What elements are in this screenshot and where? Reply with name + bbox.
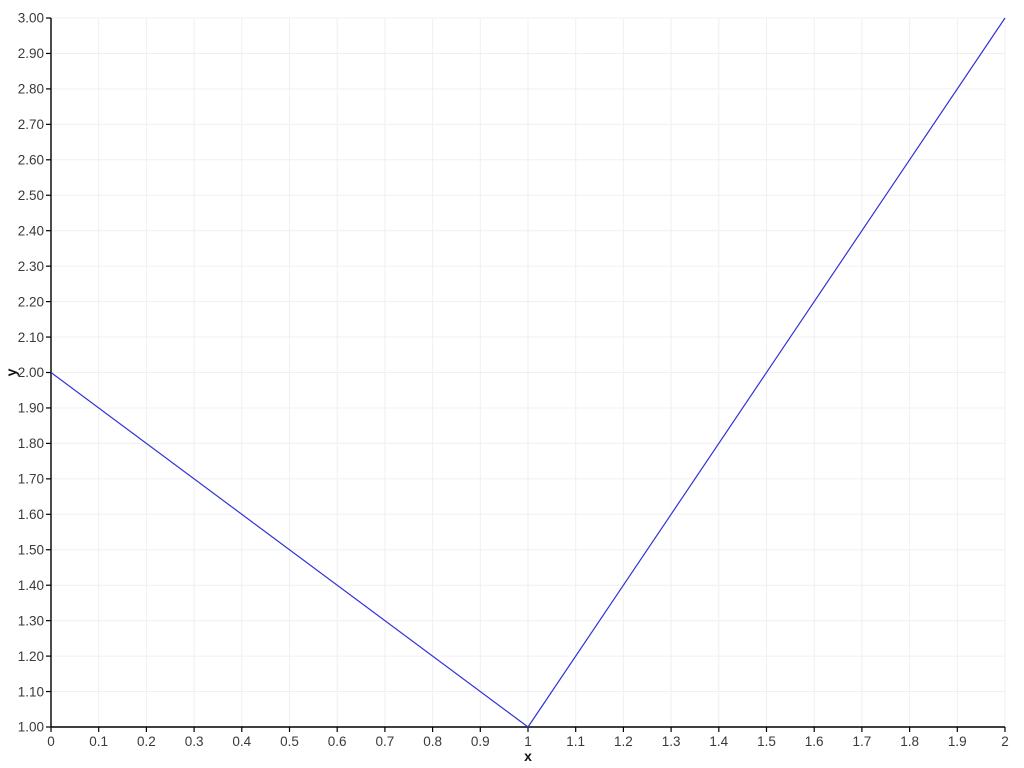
y-tick-label: 2.20 [18,294,44,309]
y-tick-label: 1.50 [18,542,44,557]
y-tick-label: 1.80 [18,436,44,451]
x-tick-label: 1.4 [709,734,728,749]
y-tick-label: 2.40 [18,223,44,238]
x-tick-label: 0.2 [137,734,156,749]
y-tick-label: 1.30 [18,613,44,628]
y-tick-label: 2.90 [18,46,44,61]
x-tick-label: 0.9 [471,734,490,749]
y-axis-label: y [3,368,19,376]
x-axis-label: x [524,748,532,764]
x-tick-label: 1 [524,734,532,749]
x-tick-label: 1.8 [900,734,919,749]
y-tick-label: 2.30 [18,259,44,274]
y-tick-label: 1.20 [18,649,44,664]
y-tick-label: 1.60 [18,507,44,522]
y-tick-label: 2.00 [18,365,44,380]
x-tick-label: 0.6 [328,734,347,749]
y-tick-label: 1.70 [18,472,44,487]
y-tick-label: 2.50 [18,188,44,203]
x-tick-label: 0.1 [89,734,108,749]
y-tick-label: 2.10 [18,330,44,345]
y-tick-label: 1.40 [18,578,44,593]
data-line [50,17,1006,728]
y-tick-label: 1.10 [18,684,44,699]
x-tick-label: 1.1 [566,734,585,749]
y-tick-label: 2.70 [18,117,44,132]
y-tick-label: 2.80 [18,82,44,97]
x-tick-label: 0.5 [280,734,299,749]
x-tick-label: 0.3 [185,734,204,749]
x-tick-label: 1.5 [757,734,776,749]
x-tick-label: 0 [47,734,55,749]
x-tick-label: 0.8 [423,734,442,749]
x-tick-label: 1.6 [805,734,824,749]
x-tick-label: 0.7 [376,734,395,749]
x-tick-label: 1.9 [948,734,967,749]
x-tick-label: 2 [1001,734,1009,749]
y-tick-label: 2.60 [18,153,44,168]
x-tick-label: 0.4 [232,734,251,749]
x-tick-label: 1.7 [853,734,872,749]
y-tick-label: 1.90 [18,401,44,416]
y-tick-label: 1.00 [18,720,44,735]
x-tick-label: 1.3 [662,734,681,749]
y-tick-label: 3.00 [18,11,44,26]
x-tick-label: 1.2 [614,734,633,749]
